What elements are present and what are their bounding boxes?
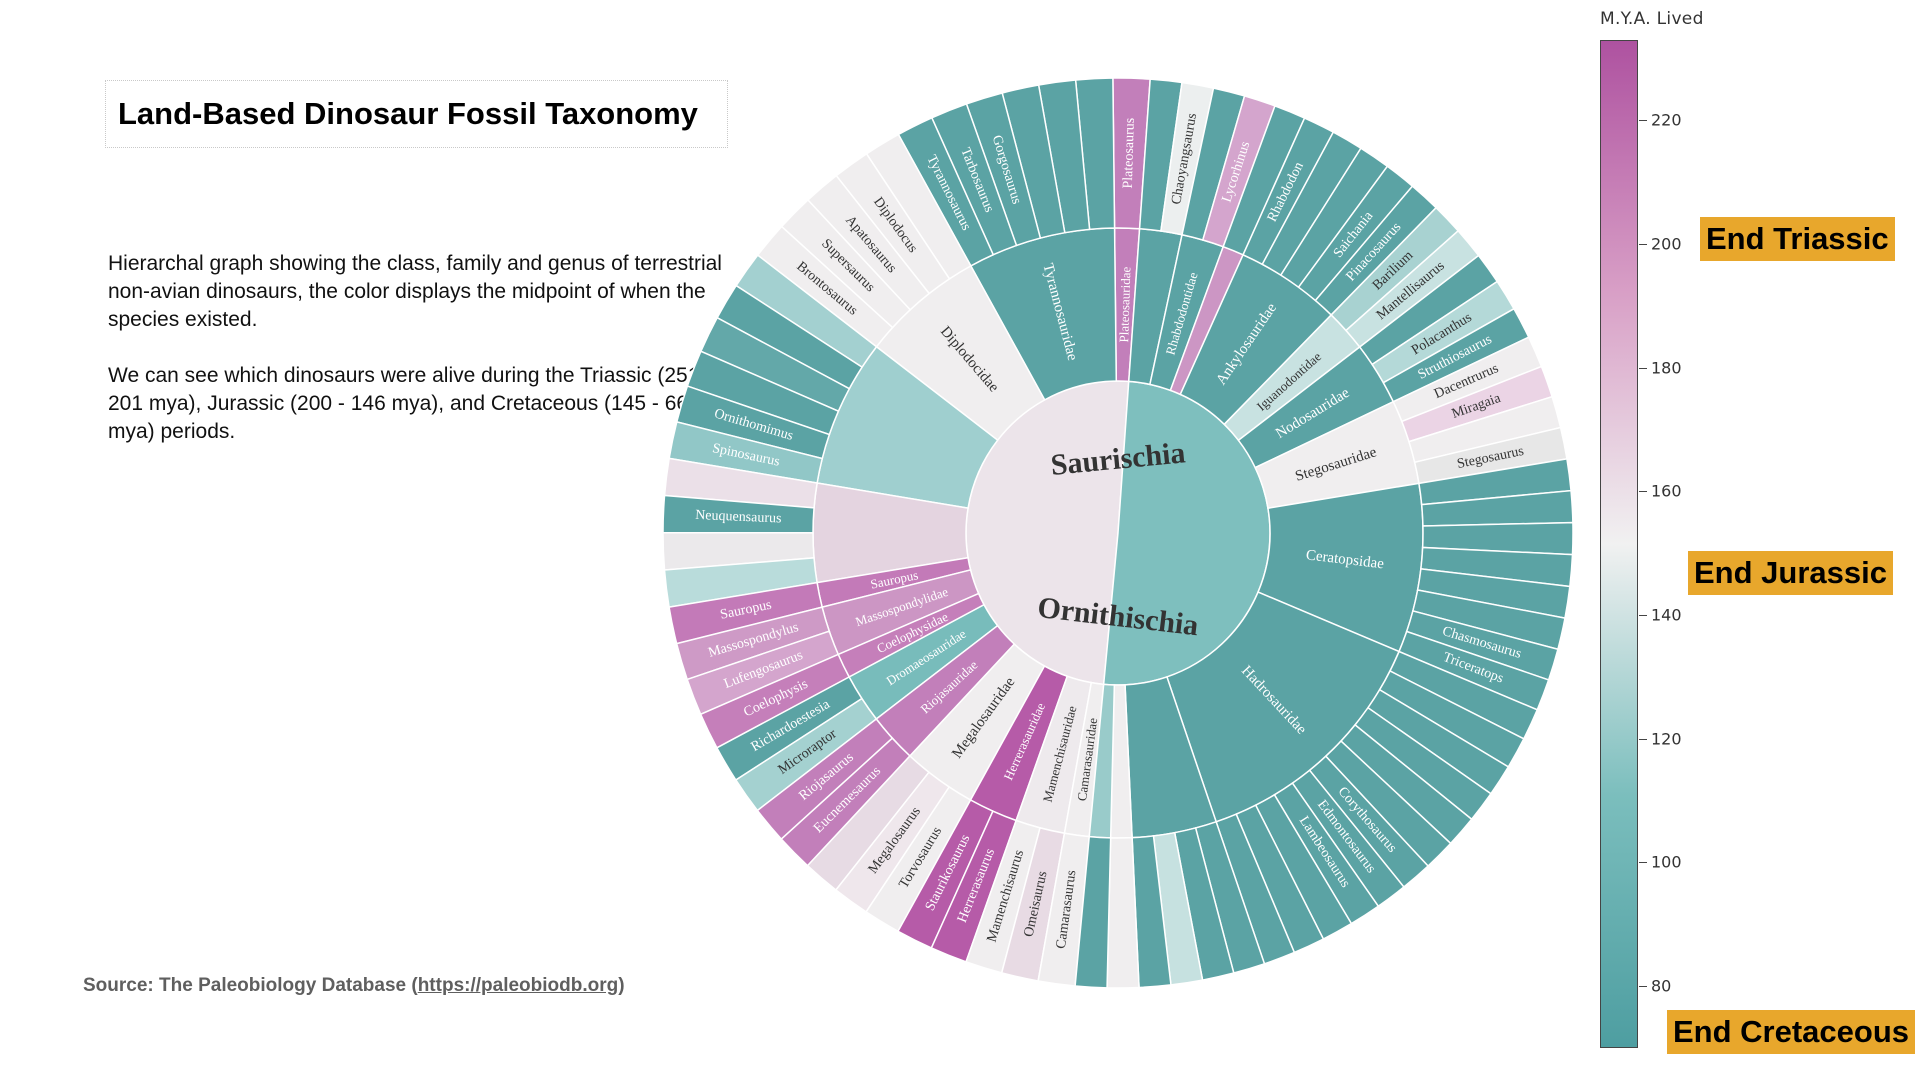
colorbar-tick-label: 80 (1651, 976, 1672, 996)
end-jurassic-label: End Jurassic (1688, 551, 1893, 595)
genus-eucnemesaurus[interactable] (780, 737, 911, 867)
genus-microraptor[interactable] (734, 697, 878, 812)
colorbar-tick-label: 180 (1651, 358, 1682, 378)
genus-unnamed-0-1-0[interactable] (1074, 77, 1116, 231)
genus-massospondylus[interactable] (675, 606, 831, 681)
colorbar-tick-label: 220 (1651, 110, 1682, 130)
source-prefix: Source: The Paleobiology Database ( (83, 975, 418, 996)
genus-tarbosaurus[interactable] (930, 103, 1018, 256)
colorbar-tick (1639, 615, 1647, 617)
chart-description: Hierarchal graph showing the class, fami… (108, 250, 728, 474)
colorbar-tick-label: 200 (1651, 234, 1682, 254)
end-cretaceous-label: End Cretaceous (1667, 1010, 1916, 1054)
colorbar-tick-label: 120 (1651, 729, 1682, 749)
genus-lufengosaurus[interactable] (686, 630, 840, 716)
genus-unnamed-0-3-1[interactable] (716, 284, 864, 390)
genus-unnamed-1-11-0[interactable] (1074, 835, 1112, 989)
genus-torvosaurus[interactable] (865, 785, 972, 933)
description-paragraph-2: We can see which dinosaurs were alive du… (108, 364, 713, 443)
source-link[interactable]: https://paleobiodb.org (417, 975, 619, 996)
genus-unnamed-0-2-0[interactable] (865, 133, 972, 280)
genus-tyrannosaurus[interactable] (897, 116, 995, 267)
genus-gorgosaurus[interactable] (965, 92, 1042, 247)
genus-omeisaurus[interactable] (1000, 826, 1066, 982)
genus-herrerasaurus[interactable] (930, 810, 1018, 963)
genus-brontosaurus[interactable] (756, 225, 894, 348)
family-label-plateosauridae: Plateosauridae (1116, 266, 1133, 342)
source-note: Source: The Paleobiology Database (https… (83, 975, 625, 997)
sunburst-chart[interactable]: PlateosauridaePlateosaurusTyrannosaurida… (0, 0, 1600, 1080)
genus-apatosaurus[interactable] (806, 174, 931, 311)
genus-staurikosaurus[interactable] (896, 798, 994, 949)
genus-unnamed-0-10-0[interactable] (806, 754, 930, 892)
colorbar-title: M.Y.A. Lived (1600, 9, 1704, 29)
genus-riojasaurus[interactable] (756, 717, 894, 841)
genus-unnamed-0-3-3[interactable] (686, 350, 840, 436)
genus-unnamed-0-4-0[interactable] (663, 457, 818, 509)
genus-richardoestesia[interactable] (715, 676, 863, 782)
genus-label-neuquensaurus: Neuquensaurus (695, 508, 782, 527)
genus-label-plateosaurus: Plateosaurus (1121, 118, 1138, 189)
colorbar-tick-label: 160 (1651, 481, 1682, 501)
genus-neuquensaurus[interactable] (662, 494, 815, 534)
genus-camarasaurus[interactable] (1037, 832, 1091, 987)
genus-spinosaurus[interactable] (668, 420, 824, 484)
description-paragraph-1: Hierarchal graph showing the class, fami… (108, 252, 722, 331)
colorbar-tick-label: 140 (1651, 605, 1682, 625)
genus-supersaurus[interactable] (780, 198, 912, 329)
colorbar-tick-label: 100 (1651, 852, 1682, 872)
genus-mamenchisaurus[interactable] (965, 819, 1041, 974)
genus-unnamed-0-4-3[interactable] (663, 557, 818, 608)
colorbar-tick (1639, 738, 1647, 740)
genus-unnamed-0-3-2[interactable] (699, 316, 851, 413)
genus-sauropus[interactable] (668, 581, 824, 645)
genus-coelophysis[interactable] (699, 653, 851, 749)
colorbar-tick (1639, 244, 1647, 246)
colorbar (1600, 40, 1638, 1048)
colorbar-tick (1639, 862, 1647, 864)
source-suffix: ) (618, 975, 625, 996)
colorbar-tick (1639, 120, 1647, 122)
colorbar-tick (1639, 986, 1647, 988)
genus-ornithomimus[interactable] (675, 385, 831, 460)
genus-unnamed-0-1-2[interactable] (1001, 84, 1066, 239)
colorbar-tick (1639, 367, 1647, 369)
genus-megalosaurus[interactable] (834, 771, 951, 913)
genus-unnamed-0-3-0[interactable] (735, 254, 878, 369)
end-triassic-label: End Triassic (1700, 217, 1895, 261)
genus-unnamed-0-1-1[interactable] (1037, 79, 1091, 234)
genus-diplodocus[interactable] (835, 152, 951, 295)
chart-title: Land-Based Dinosaur Fossil Taxonomy (105, 80, 728, 148)
colorbar-tick (1639, 491, 1647, 493)
